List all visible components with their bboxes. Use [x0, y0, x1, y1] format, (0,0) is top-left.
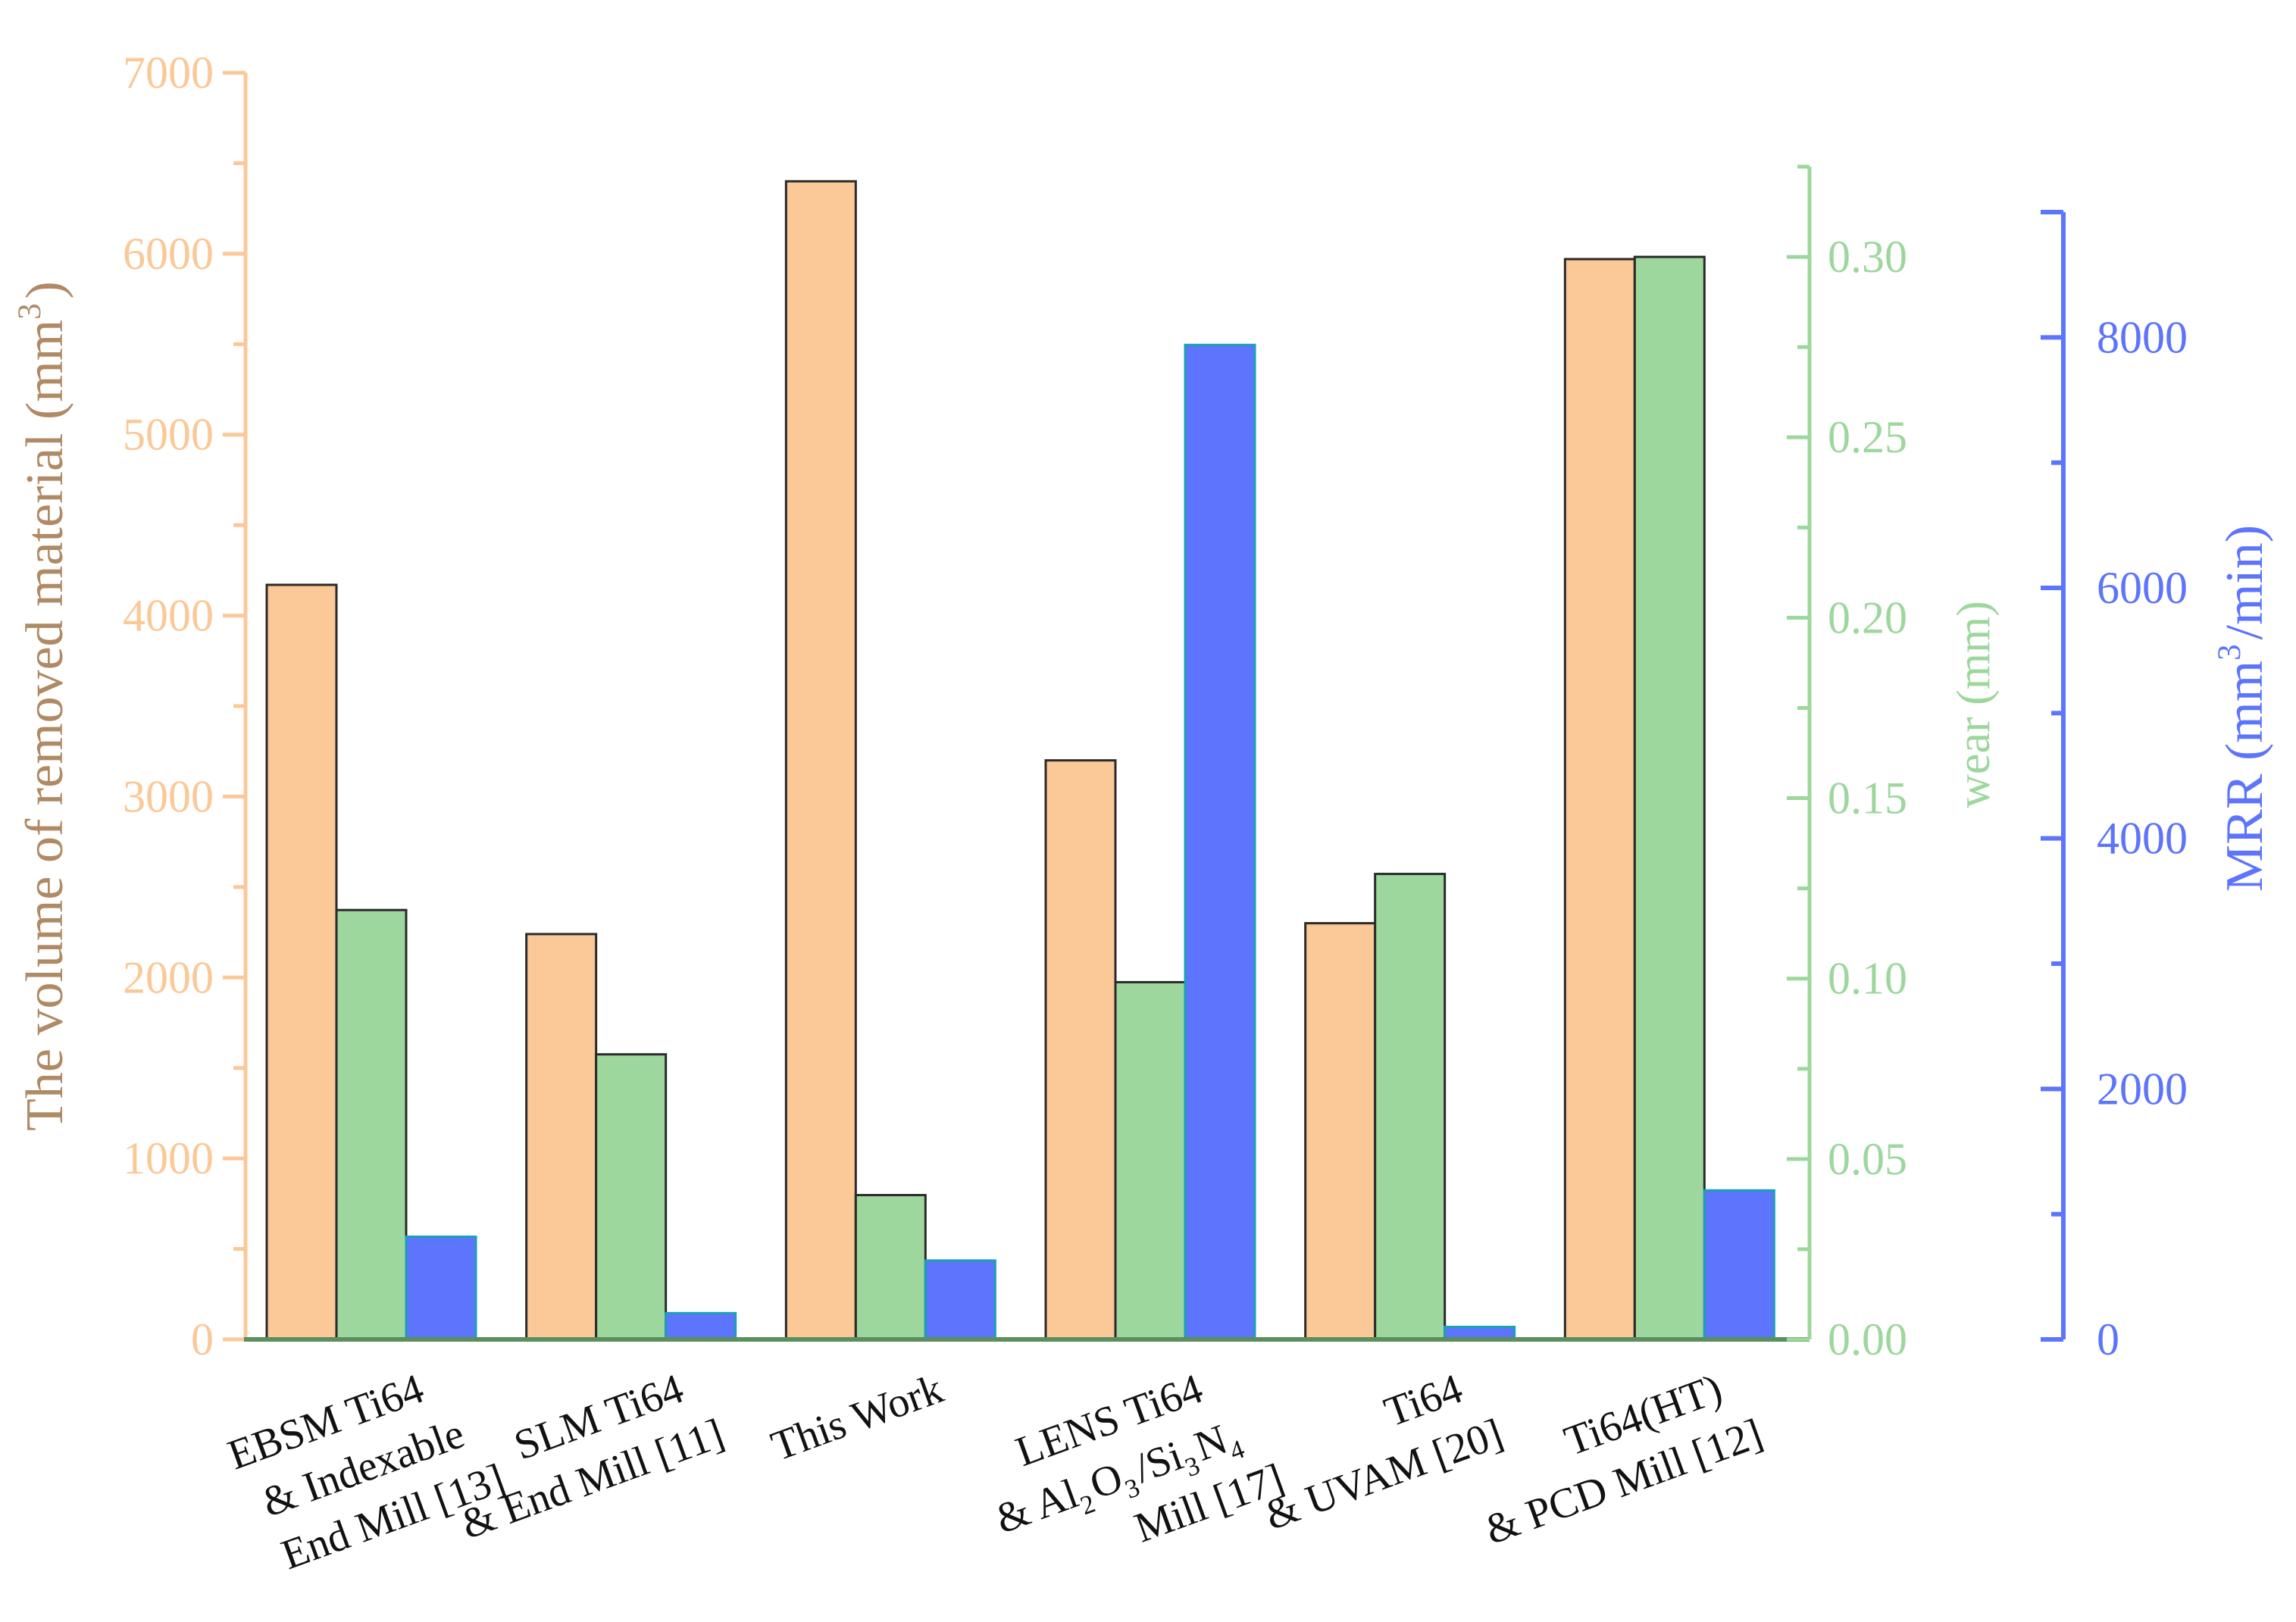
axes-group: 0 1000 2000 3000 4000 5000 6000 7000 The volume … — [12, 48, 2274, 1364]
wear-axis-title: wear (mm) — [1948, 601, 2000, 808]
bar-s1-c2 — [525, 933, 598, 1341]
left-axis-title: The volume of removed material (mm3 ) — [12, 281, 74, 1131]
bar-s2-c4 — [1114, 980, 1187, 1341]
category-label-1: EBSM Ti64& IndexableEnd Mill [13] — [222, 1349, 511, 1584]
left-tick-label: 6000 — [123, 229, 214, 279]
category-label-3: This Work — [765, 1365, 949, 1470]
bar-s2-c2 — [595, 1053, 668, 1341]
bar-s3-c1 — [405, 1235, 477, 1341]
bar-s3-c4 — [1184, 343, 1256, 1341]
wear-tick-label: 0.05 — [1828, 1134, 1907, 1184]
bar-s2-c3 — [854, 1193, 927, 1341]
wear-tick-label: 0.25 — [1828, 412, 1907, 462]
bar-s3-c2 — [665, 1311, 737, 1341]
left-tick-label: 5000 — [123, 410, 214, 460]
bar-s1-c3 — [784, 180, 857, 1341]
category-label-5: Ti64& UVAM [20] — [1240, 1358, 1509, 1539]
mrr-tick-label: 4000 — [2097, 814, 2188, 864]
category-label-2: SLM Ti64& End Mill [11] — [436, 1358, 730, 1549]
left-tick-label: 3000 — [123, 771, 214, 821]
mrr-axis-title: MRR (mm3 /min) — [2212, 525, 2274, 892]
mrr-tick-label: 2000 — [2097, 1064, 2188, 1114]
bar-s1-c1 — [265, 583, 338, 1341]
mrr-tick-label: 6000 — [2097, 563, 2188, 613]
left-tick-label: 2000 — [123, 952, 214, 1002]
category-label-4: LENS Ti64& Al2 O3 /Si3 N4 Mill [17] — [970, 1349, 1290, 1595]
wear-tick-label: 0.15 — [1828, 773, 1907, 824]
bar-s2-c6 — [1633, 255, 1706, 1341]
left-tick-label: 4000 — [123, 591, 214, 641]
bar-s2-c5 — [1374, 873, 1447, 1341]
wear-tick-label: 0.10 — [1828, 954, 1907, 1004]
bar-s3-c6 — [1703, 1189, 1775, 1341]
left-tick-label: 0 — [191, 1314, 214, 1364]
bar-s1-c6 — [1563, 258, 1636, 1341]
bars-group — [265, 180, 1775, 1341]
bar-s2-c1 — [335, 908, 408, 1341]
wear-tick-label: 0.00 — [1828, 1314, 1907, 1364]
bar-s1-c5 — [1304, 922, 1377, 1341]
category-labels-group: EBSM Ti64& IndexableEnd Mill [13]SLM Ti6… — [222, 1349, 1769, 1595]
mrr-tick-label: 0 — [2097, 1314, 2119, 1364]
wear-tick-label: 0.30 — [1828, 232, 1907, 282]
wear-tick-label: 0.20 — [1828, 592, 1907, 642]
mrr-tick-label: 8000 — [2097, 312, 2188, 362]
left-tick-label: 1000 — [123, 1133, 214, 1183]
bar-s3-c3 — [924, 1259, 996, 1341]
category-label-6: Ti64(HT)& PCD Mill [12] — [1459, 1358, 1769, 1554]
left-tick-label: 7000 — [123, 48, 214, 98]
bar-s1-c4 — [1044, 759, 1117, 1341]
